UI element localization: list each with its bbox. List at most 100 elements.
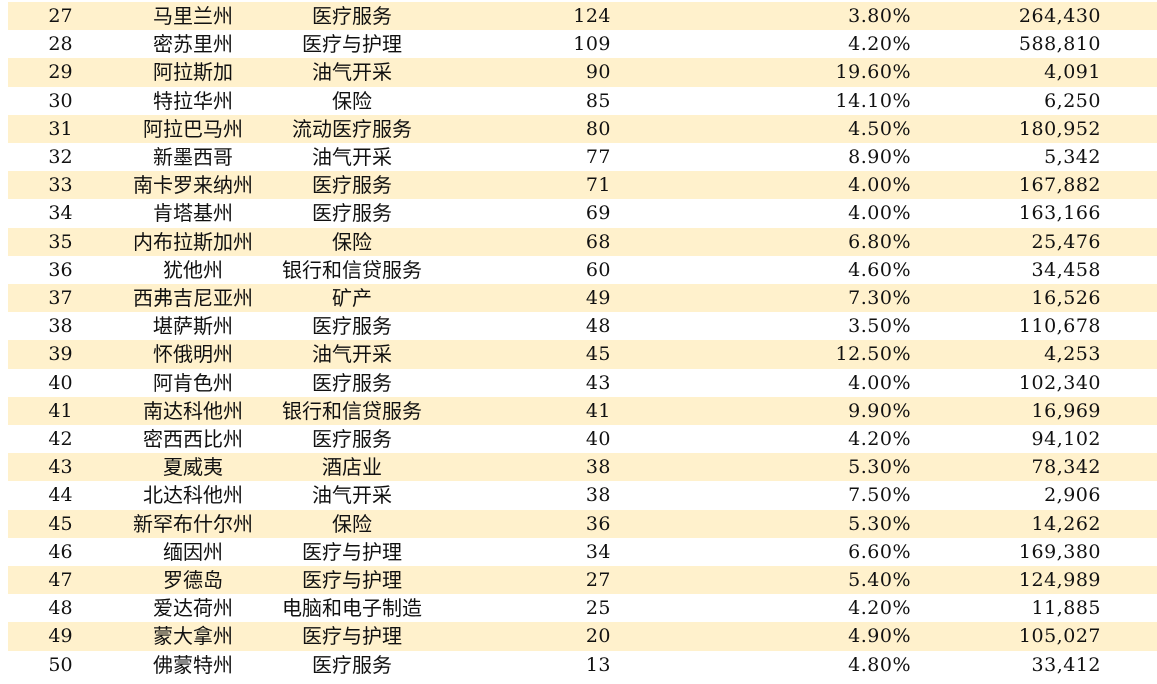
count-cell: 90 [585,61,611,84]
state-cell: 缅因州 [163,539,223,564]
total-cell: 14,262 [1031,512,1101,535]
state-cell: 阿拉巴马州 [143,116,243,141]
industry-cell: 矿产 [332,286,372,310]
share-cell: 4.60% [848,258,911,281]
table-row: 27 马里兰州 医疗服务 124 3.80% 264,430 [8,2,1157,31]
state-cell: 内布拉斯加州 [133,229,253,254]
state-cell: 南达科他州 [143,398,243,423]
state-cell: 犹他州 [163,257,223,282]
total-cell: 167,882 [1018,174,1101,197]
rank-cell: 27 [48,5,73,27]
count-cell: 27 [585,569,611,591]
industry-cell: 医疗服务 [312,4,392,28]
industry-cell: 保险 [332,88,372,113]
total-cell: 2,906 [1044,484,1101,507]
count-cell: 80 [585,117,611,140]
state-cell: 马里兰州 [153,4,233,28]
state-cell: 新罕布什尔州 [133,511,253,536]
count-cell: 20 [585,625,611,648]
total-cell: 163,166 [1018,202,1101,225]
count-cell: 109 [573,33,611,56]
count-cell: 34 [585,540,611,563]
industry-cell: 酒店业 [322,455,382,480]
rank-cell: 34 [48,202,73,225]
total-cell: 169,380 [1018,540,1101,563]
state-cell: 爱达荷州 [153,596,233,621]
table-row: 40 阿肯色州 医疗服务 43 4.00% 102,340 [8,368,1157,397]
state-cell: 密苏里州 [153,32,233,57]
rank-cell: 41 [48,399,73,422]
industry-cell: 医疗服务 [312,201,392,226]
table-row: 29 阿拉斯加 油气开采 90 19.60% 4,091 [8,58,1157,87]
rank-cell: 37 [48,287,73,309]
table-row: 37 西弗吉尼亚州 矿产 49 7.30% 16,526 [8,284,1157,313]
count-cell: 45 [585,343,611,366]
count-cell: 69 [585,202,611,225]
state-cell: 阿肯色州 [153,370,233,395]
industry-cell: 医疗与护理 [302,539,402,564]
rank-cell: 43 [48,456,73,479]
total-cell: 11,885 [1031,597,1101,620]
share-cell: 4.00% [848,174,911,197]
state-cell: 堪萨斯州 [153,314,233,339]
industry-cell: 医疗服务 [312,652,392,677]
industry-cell: 油气开采 [312,342,392,367]
table-row: 33 南卡罗来纳州 医疗服务 71 4.00% 167,882 [8,171,1157,200]
share-cell: 4.50% [848,117,911,140]
total-cell: 6,250 [1044,89,1101,112]
state-cell: 阿拉斯加 [153,60,233,85]
rank-cell: 29 [48,61,73,84]
count-cell: 48 [585,315,611,338]
industry-cell: 保险 [332,511,372,536]
industry-cell: 油气开采 [312,483,392,508]
table-row: 34 肯塔基州 医疗服务 69 4.00% 163,166 [8,199,1157,228]
state-cell: 夏威夷 [163,455,223,480]
table-row: 44 北达科他州 油气开采 38 7.50% 2,906 [8,481,1157,510]
table-row: 31 阿拉巴马州 流动医疗服务 80 4.50% 180,952 [8,114,1157,143]
table-row: 48 爱达荷州 电脑和电子制造 25 4.20% 11,885 [8,594,1157,623]
share-cell: 19.60% [835,61,911,84]
industry-cell: 保险 [332,229,372,254]
total-cell: 180,952 [1018,117,1101,140]
table-row: 38 堪萨斯州 医疗服务 48 3.50% 110,678 [8,312,1157,341]
table-row: 45 新罕布什尔州 保险 36 5.30% 14,262 [8,509,1157,538]
count-cell: 36 [585,512,611,535]
total-cell: 5,342 [1044,146,1101,168]
state-cell: 罗德岛 [163,568,223,592]
total-cell: 110,678 [1018,315,1101,338]
total-cell: 588,810 [1018,33,1101,56]
state-cell: 西弗吉尼亚州 [133,286,253,310]
state-cell: 北达科他州 [143,483,243,508]
count-cell: 68 [585,230,611,253]
total-cell: 78,342 [1031,456,1101,479]
rank-cell: 40 [48,371,73,394]
share-cell: 4.00% [848,371,911,394]
count-cell: 13 [585,653,611,676]
industry-cell: 医疗与护理 [302,624,402,649]
table-row: 39 怀俄明州 油气开采 45 12.50% 4,253 [8,340,1157,369]
total-cell: 34,458 [1031,258,1101,281]
share-cell: 4.80% [848,653,911,676]
table-row: 35 内布拉斯加州 保险 68 6.80% 25,476 [8,227,1157,256]
rank-cell: 44 [48,484,73,507]
share-cell: 3.80% [848,5,911,27]
industry-cell: 银行和信贷服务 [282,257,422,282]
industry-cell: 医疗服务 [312,173,392,198]
rank-cell: 28 [48,33,73,56]
share-cell: 12.50% [835,343,911,366]
count-cell: 71 [585,174,611,197]
industry-cell: 银行和信贷服务 [282,398,422,423]
count-cell: 85 [585,89,611,112]
count-cell: 25 [585,597,611,620]
state-cell: 怀俄明州 [153,342,233,367]
share-cell: 7.50% [848,484,911,507]
industry-cell: 医疗服务 [312,370,392,395]
rank-cell: 30 [48,89,73,112]
table-row: 36 犹他州 银行和信贷服务 60 4.60% 34,458 [8,255,1157,284]
count-cell: 77 [585,146,611,168]
state-cell: 密西西比州 [143,427,243,451]
table-row: 42 密西西比州 医疗服务 40 4.20% 94,102 [8,425,1157,454]
count-cell: 49 [585,287,611,309]
total-cell: 105,027 [1018,625,1101,648]
